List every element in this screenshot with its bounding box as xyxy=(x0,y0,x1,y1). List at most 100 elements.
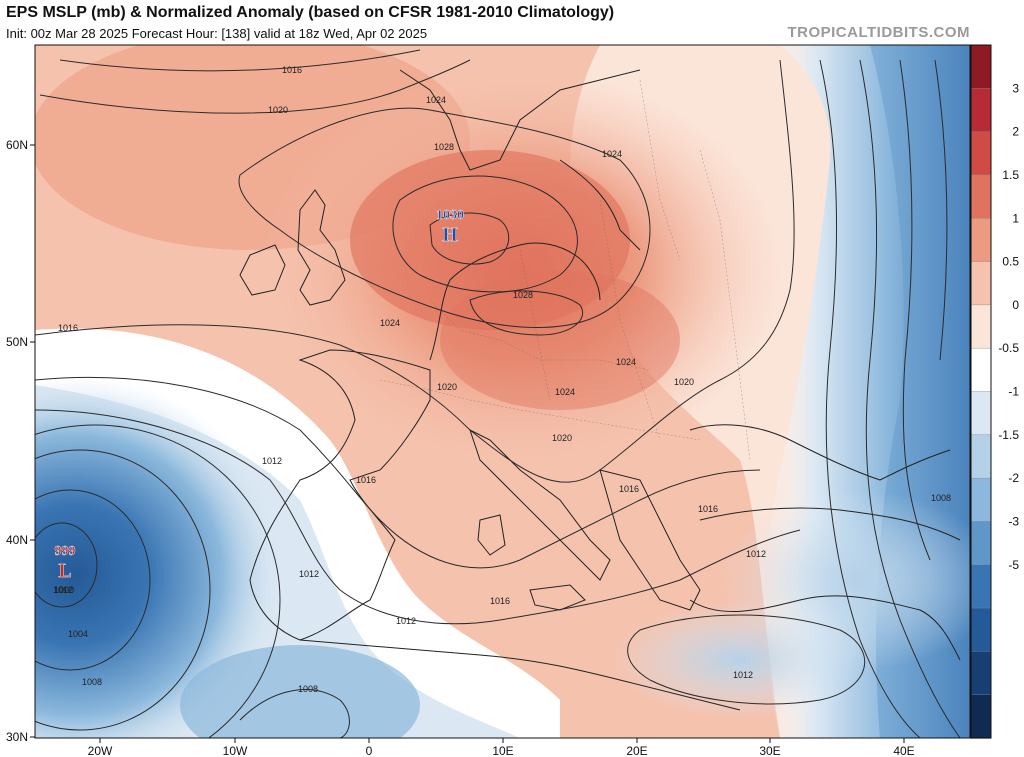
latitude-axis: 60N 50N 40N 30N xyxy=(6,138,35,744)
lat-label: 30N xyxy=(6,730,28,744)
isobar-label: 1020 xyxy=(674,377,694,387)
isobar-label: 1008 xyxy=(931,493,951,503)
country-borders xyxy=(379,79,751,461)
isobar-1008-low xyxy=(35,449,211,731)
isobar-1012-low xyxy=(35,424,281,738)
colorbar-swatch xyxy=(970,44,992,90)
colorbar-swatch xyxy=(970,564,992,609)
isobar-label: 1020 xyxy=(552,433,572,443)
colorbar: 3 2 1.5 1 0.5 0 -0.5 -1 -1.5 -2 -3 -5 xyxy=(970,44,1019,739)
isobar-1028-central xyxy=(469,290,583,336)
lat-label: 60N xyxy=(6,138,28,152)
lat-label: 50N xyxy=(6,335,28,349)
colorbar-label: -0.5 xyxy=(998,341,1019,355)
isobar-label: 1004 xyxy=(68,629,88,639)
isobar-label: 1028 xyxy=(434,142,454,152)
colorbar-swatch xyxy=(970,651,992,696)
colorbar-swatch xyxy=(970,434,992,479)
colorbar-swatch xyxy=(970,694,992,739)
colorbar-label: -3 xyxy=(1008,514,1019,528)
colorbar-swatch xyxy=(970,391,992,436)
coast-black-sea-south xyxy=(699,507,961,541)
isobar-1020-north xyxy=(39,59,471,114)
longitude-axis: 20W 10W 0 10E 20E 30E 40E xyxy=(88,738,915,757)
isobar-1028-high xyxy=(392,175,578,293)
coast-great-britain xyxy=(297,189,346,306)
coast-balkans xyxy=(599,469,701,611)
coast-iberia-france xyxy=(249,349,431,641)
anomaly-north-africa xyxy=(180,645,420,738)
isobar-1020-wide xyxy=(35,59,795,483)
colorbar-label: 0.5 xyxy=(1002,255,1019,269)
coast-black-sea-north xyxy=(689,424,951,481)
coast-north-sea xyxy=(429,242,601,361)
colorbar-swatch xyxy=(970,607,992,653)
lat-label: 40N xyxy=(6,533,28,547)
isobar-label: 1024 xyxy=(380,318,400,328)
isobar-label: 1020 xyxy=(437,382,457,392)
colorbar-swatch xyxy=(970,218,992,263)
coast-ireland xyxy=(239,244,286,296)
border-f xyxy=(639,79,681,261)
colorbar-label: 1.5 xyxy=(1002,168,1019,182)
colorbar-swatch xyxy=(970,88,992,133)
lon-label: 20W xyxy=(88,744,113,757)
border-e xyxy=(699,149,751,461)
isobar-label: 1016 xyxy=(698,504,718,514)
coast-scandinavia xyxy=(399,69,641,171)
high-pressure-letter: H xyxy=(442,224,458,246)
isobar-1004-low xyxy=(35,489,151,671)
colorbar-label: 1 xyxy=(1012,211,1019,225)
isobar-label: 1024 xyxy=(555,387,575,397)
isobar-label: 1008 xyxy=(298,684,318,694)
colorbar-swatch xyxy=(970,477,992,523)
coast-sardinia xyxy=(477,514,506,556)
isobar-1008-east xyxy=(859,59,961,738)
isobar-1000-low xyxy=(35,522,98,608)
isobar-label: 1000 xyxy=(54,585,74,595)
colorbar-label: -1 xyxy=(1008,385,1019,399)
isobar-label: 1024 xyxy=(616,357,636,367)
colorbar-swatch xyxy=(970,131,992,176)
colorbar-frame xyxy=(970,44,992,739)
coast-baltic xyxy=(559,159,641,251)
isobar-label: 1012 xyxy=(746,549,766,559)
isobar-label: 1016 xyxy=(490,596,510,606)
isobar-label: 1028 xyxy=(513,290,533,300)
low-pressure-value: 999 xyxy=(55,544,76,559)
colorbar-swatch xyxy=(970,304,992,349)
isobar-label: 1012 xyxy=(262,456,282,466)
colorbar-label: -2 xyxy=(1008,471,1019,485)
contour-label-group: 1016 1020 1024 1028 1024 1028 1024 1016 1024 1020… xyxy=(53,65,951,694)
isobar-label: 1008 xyxy=(82,677,102,687)
anomaly-low-center xyxy=(35,375,285,738)
coast-north-africa xyxy=(299,639,741,711)
coast-sicily xyxy=(529,584,586,611)
low-pressure-letter: L xyxy=(58,560,71,582)
lon-label: 0 xyxy=(366,744,373,757)
colorbar-label: 0 xyxy=(1012,298,1019,312)
lon-label: 20E xyxy=(626,744,647,757)
isobar-1008-africa xyxy=(239,689,350,738)
isobar-label: 1012 xyxy=(733,670,753,680)
colorbar-swatch xyxy=(970,261,992,306)
isobar-label: 1012 xyxy=(53,585,73,595)
high-pressure-value: 1030 xyxy=(436,208,464,223)
border-c xyxy=(519,249,551,401)
isobar-1012-east xyxy=(819,59,921,738)
lon-label: 40E xyxy=(893,744,914,757)
isobar-1012-wide xyxy=(35,409,801,625)
lon-label: 10W xyxy=(223,744,248,757)
isobar-1024-high xyxy=(238,107,651,328)
map-subtitle: Init: 00z Mar 28 2025 Forecast Hour: [13… xyxy=(6,26,428,41)
isobar-label: 1020 xyxy=(268,105,288,115)
anomaly-levant xyxy=(610,600,870,720)
site-watermark: TROPICALTIDBITS.COM xyxy=(787,24,970,41)
isobar-1016-north xyxy=(59,49,421,72)
border-b xyxy=(379,379,701,441)
isobars xyxy=(35,49,961,738)
coast-italy xyxy=(469,429,611,581)
isobar-label: 1016 xyxy=(58,323,78,333)
